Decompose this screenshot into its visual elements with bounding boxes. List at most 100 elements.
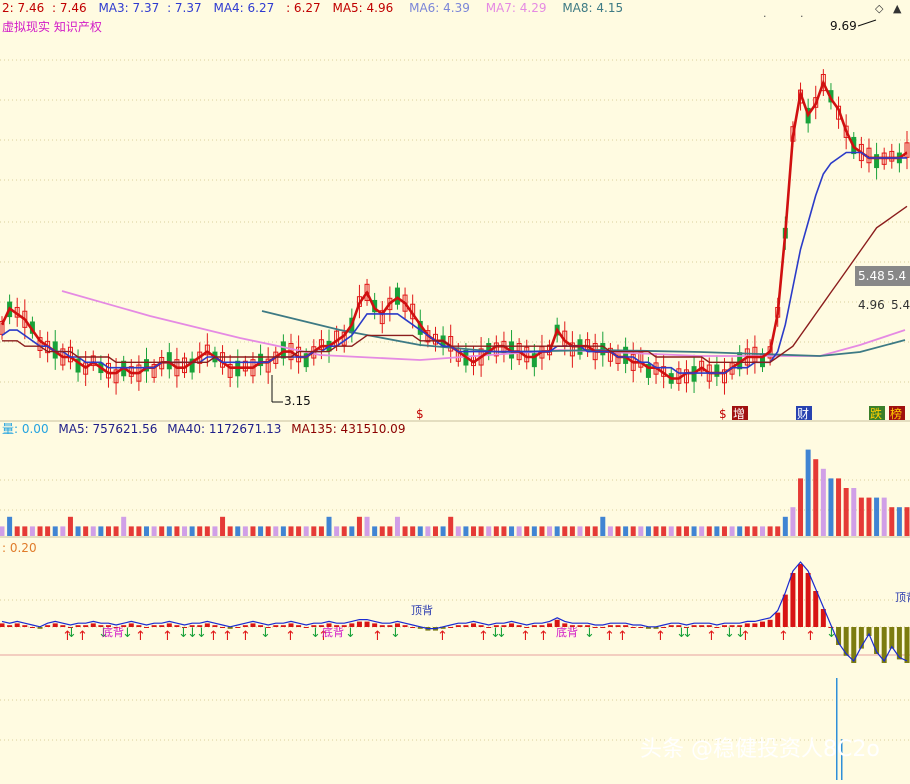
event-mark-cai[interactable]: 财 (797, 407, 809, 421)
up-arrow-icon[interactable]: ▲ (893, 2, 902, 15)
ma-item-7: MA6: 4.39 (409, 1, 470, 15)
down-arrow-icon: ↓ (676, 626, 687, 641)
up-arrow-icon: ↑ (62, 629, 73, 644)
ma-header-row: 2: 7.46 : 7.46 MA3: 7.37 : 7.37 MA4: 6.2… (2, 1, 623, 15)
volume-bar (820, 468, 826, 536)
ma-item-4: MA4: 6.27 (213, 1, 274, 15)
volume-bar (554, 526, 560, 536)
volume-bar (737, 526, 743, 536)
volume-bar (843, 488, 849, 536)
volume-bar (67, 516, 73, 536)
volume-bar (904, 507, 910, 536)
up-arrow-icon: ↑ (162, 629, 173, 644)
high-price-label: 9.69 (830, 19, 857, 33)
indicator-bar (539, 625, 545, 627)
volume-bar (14, 526, 20, 536)
price-tag-1: 5.48 (858, 269, 885, 283)
indicator-bar (843, 627, 849, 656)
volume-bar (607, 526, 613, 536)
volume-bar (189, 526, 195, 536)
indicator-bar (904, 627, 910, 663)
indicator-bar (151, 625, 157, 627)
indicator-bar (98, 625, 104, 627)
up-arrow-icon: ↑ (318, 629, 329, 644)
indicator-bar (455, 625, 461, 627)
candle-body (143, 359, 149, 372)
indicator-bar (166, 623, 172, 627)
event-mark-box-4 (889, 406, 905, 420)
volume-bar (75, 526, 81, 536)
indicator-bar (75, 625, 81, 627)
dot-icon-2[interactable]: · (800, 10, 804, 23)
volume-bar (676, 526, 682, 536)
volume-bar (539, 526, 545, 536)
event-mark-die[interactable]: 跌 (870, 406, 882, 421)
volume-bar (402, 526, 408, 536)
candle-body (364, 283, 370, 301)
candle-body (204, 344, 210, 356)
volume-bar (197, 526, 203, 536)
indicator-bar (440, 627, 446, 629)
up-arrow-icon: ↑ (617, 629, 628, 644)
volume-bar (661, 526, 667, 536)
event-mark-dollar-2[interactable]: $ (719, 407, 727, 421)
volume-bar (623, 526, 629, 536)
indicator-bar (547, 623, 553, 627)
candle-body (721, 369, 727, 384)
up-arrow-icon: ↑ (538, 629, 549, 644)
indicator-bar (136, 625, 142, 627)
event-mark-dollar-1[interactable]: $ (416, 407, 424, 421)
volume-bar (775, 526, 781, 536)
event-mark-zeng[interactable]: 增 (733, 407, 745, 421)
up-arrow-icon: ↑ (520, 629, 531, 644)
indicator-bar (387, 625, 393, 627)
indicator-bar (737, 625, 743, 627)
up-arrow-icon: ↑ (77, 629, 88, 644)
indicator-bar (235, 627, 241, 628)
diamond-icon[interactable]: ◇ (875, 2, 884, 15)
volume-bar (471, 526, 477, 536)
volume-bar (721, 526, 727, 536)
indicator-bar (258, 625, 264, 627)
candle-body (394, 287, 400, 305)
volume-bar (143, 526, 149, 536)
indicator-bar (128, 623, 134, 627)
indicator-bar (189, 625, 195, 627)
bottom-spike (836, 678, 838, 780)
candle-body (258, 353, 264, 367)
up-arrow-icon: ↑ (135, 629, 146, 644)
volume-bar (182, 526, 188, 536)
indicator-bar (220, 627, 226, 628)
volume-bar (569, 526, 575, 536)
volume-bar (683, 526, 689, 536)
up-arrow-icon: ↑ (285, 629, 296, 644)
indicator-bar (615, 625, 621, 627)
volume-bar (128, 526, 134, 536)
volume-bar (547, 526, 553, 536)
indicator-bar (585, 625, 591, 627)
indicator-bar (105, 625, 111, 627)
indicator-bar (858, 627, 864, 649)
indicator-bar (516, 625, 522, 627)
indicator-bar (645, 627, 651, 629)
candle-body (889, 150, 895, 162)
indicator-bar (311, 625, 317, 627)
indicator-bar (592, 627, 598, 628)
volume-bar (258, 526, 264, 536)
volume-bar (280, 526, 286, 536)
indicator-bar (896, 627, 902, 660)
volume-bar (828, 478, 834, 536)
up-arrow-icon: ↑ (478, 629, 489, 644)
candle-body (90, 355, 96, 367)
indicator-bar (7, 625, 13, 627)
volume-bar (653, 526, 659, 536)
volume-bar (425, 526, 431, 536)
volume-bar (227, 526, 233, 536)
indicator-bar (493, 625, 499, 627)
price-tag-box (855, 266, 910, 286)
candle-body (820, 73, 826, 92)
dot-icon[interactable]: · (763, 10, 767, 23)
signal-label-bottom-1: 底背 (102, 625, 124, 639)
event-mark-bang[interactable]: 榜 (890, 406, 902, 421)
indicator-bar (296, 625, 302, 627)
